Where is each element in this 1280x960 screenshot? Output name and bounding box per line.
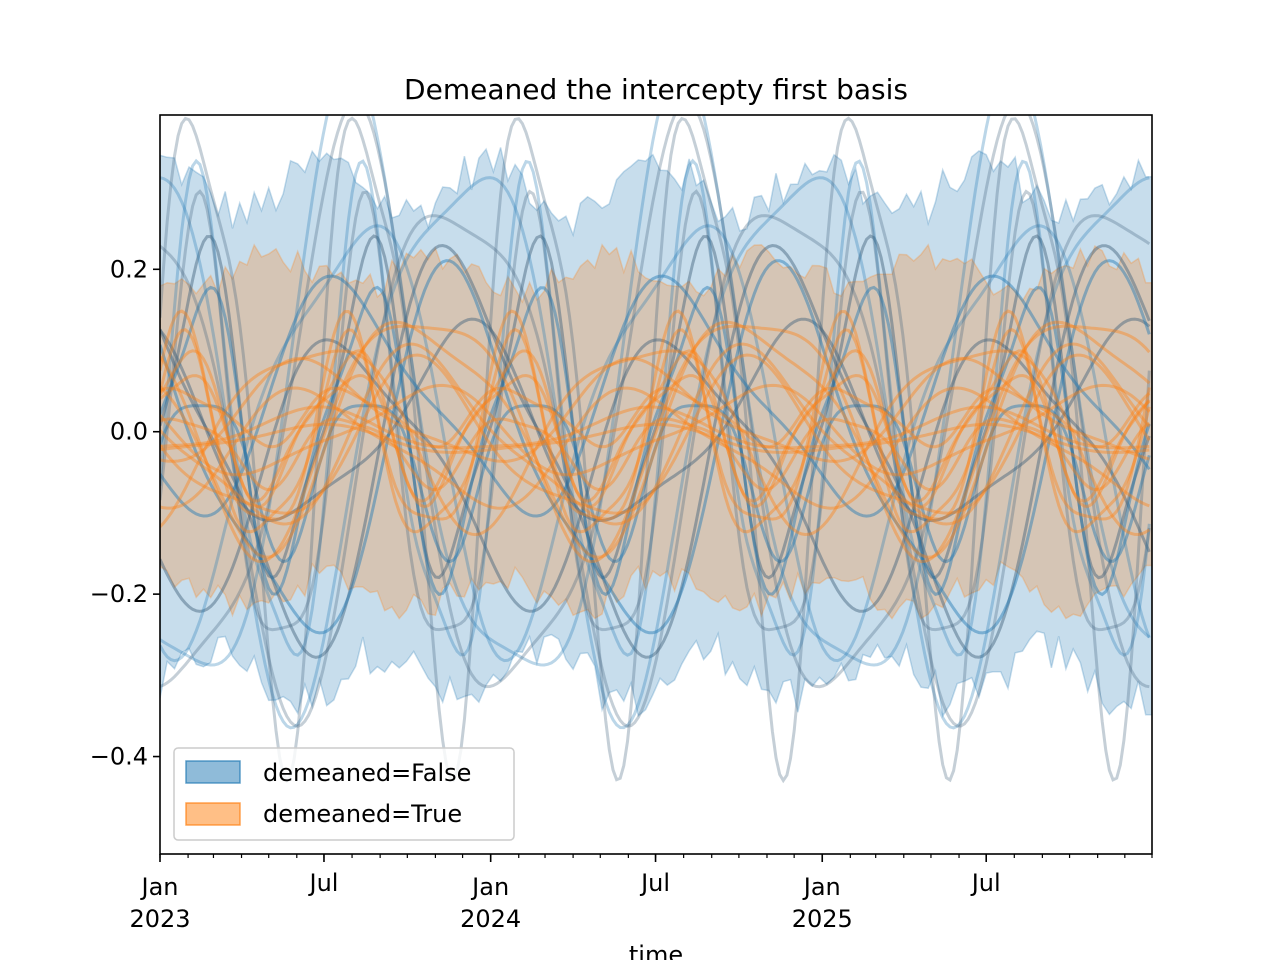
plot-area [160, 115, 1152, 784]
series-curve [160, 158, 1151, 657]
series-curve [160, 116, 1151, 784]
series-curve [160, 349, 1151, 537]
series-curve [160, 356, 1150, 463]
series-curve [160, 115, 1150, 689]
x-axis: Jan 2023 Jul Jan 2024 Jul Jan 2025 Jul [129, 854, 1153, 933]
series-curve [160, 259, 1151, 635]
legend-frame [173, 747, 515, 841]
series-curve [160, 405, 1150, 450]
series-curve [160, 422, 1150, 454]
y-tick-label: −0.2 [90, 580, 148, 608]
series-curve [160, 417, 1151, 492]
series-curve [160, 327, 1151, 534]
band-area [160, 243, 1152, 620]
x-tick-sublabel: 2023 [129, 905, 190, 933]
x-tick-sublabel: 2025 [792, 905, 853, 933]
series-curve [160, 234, 1151, 580]
series-curve [160, 176, 1150, 730]
series-curve [160, 349, 1151, 503]
legend-label-demeaned-true: demeaned=True [263, 800, 462, 828]
x-axis-label: time [629, 941, 683, 960]
series-curve [160, 386, 1151, 449]
x-tick-label: Jan [140, 873, 179, 901]
series-curve [160, 274, 1151, 518]
series-curve [160, 338, 1151, 613]
series-curve [160, 115, 1151, 667]
series-lines-demeaned-true [160, 309, 1151, 564]
series-curve [160, 224, 1151, 663]
series-band-demeaned-true [160, 243, 1152, 620]
series-curve [160, 317, 1151, 523]
series-curve [160, 342, 1151, 526]
series-curve [160, 373, 1151, 509]
series-curve [160, 353, 1151, 515]
series-curve [160, 309, 1151, 521]
series-curve [160, 383, 1151, 477]
x-tick-label: Jul [639, 869, 670, 897]
series-curve [160, 386, 1150, 510]
band-area [160, 147, 1152, 718]
x-tick-label: Jan [802, 873, 841, 901]
x-tick-label: Jul [970, 869, 1001, 897]
y-tick-label: −0.4 [90, 743, 148, 771]
series-curve [160, 285, 1151, 597]
series-curve [160, 243, 1151, 659]
legend-swatch-demeaned-true [185, 802, 241, 826]
x-tick-label: Jul [307, 869, 338, 897]
series-curve [160, 189, 1151, 632]
series-curve [160, 320, 1151, 559]
series-curve [160, 214, 1151, 728]
series-curve [160, 404, 1151, 564]
legend-label-demeaned-false: demeaned=False [263, 759, 471, 787]
legend: demeaned=False demeaned=True [173, 747, 515, 841]
y-axis: 0.2 0.0 −0.2 −0.4 [90, 255, 160, 771]
y-tick-label: 0.2 [110, 255, 148, 283]
y-tick-label: 0.0 [110, 418, 148, 446]
x-tick-label: Jan [470, 873, 509, 901]
x-tick-sublabel: 2024 [460, 905, 521, 933]
series-lines-demeaned-false [160, 115, 1151, 784]
series-band-demeaned-false [160, 147, 1152, 718]
chart-title: Demeaned the intercepty first basis [404, 73, 908, 106]
series-curve [160, 324, 1151, 564]
legend-swatch-demeaned-false [185, 760, 241, 784]
